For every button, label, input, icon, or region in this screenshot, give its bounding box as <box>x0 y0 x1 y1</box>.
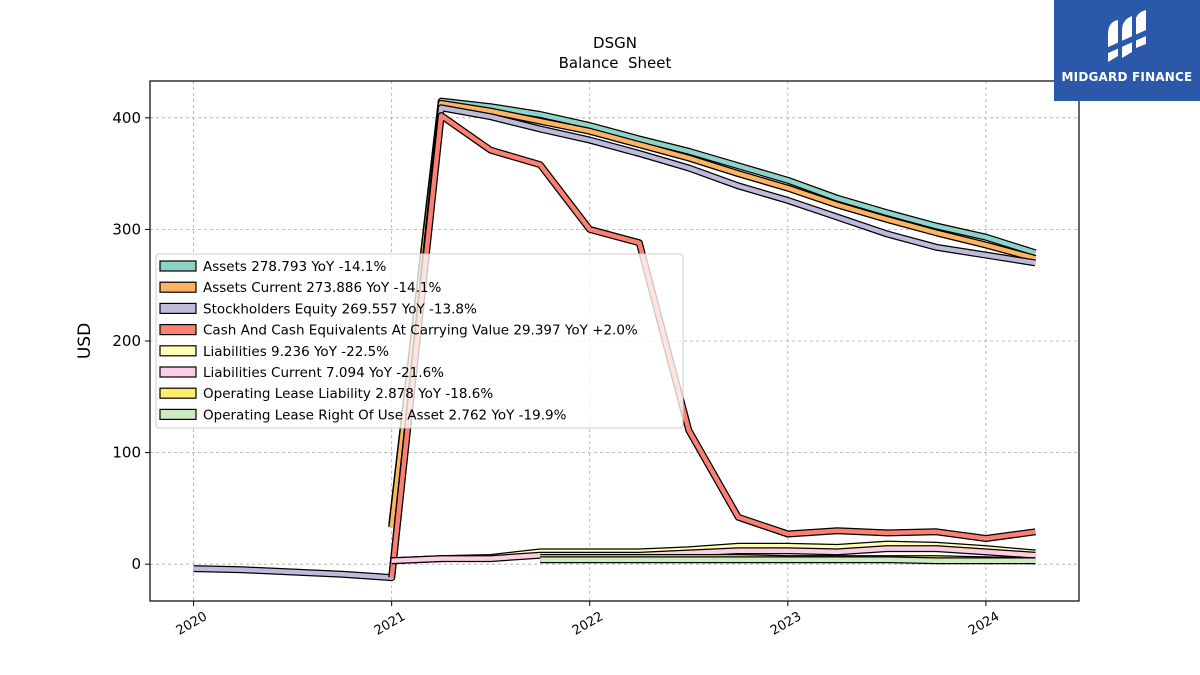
legend-swatch <box>159 408 197 420</box>
legend-entry: Stockholders Equity 269.557 YoY -13.8% <box>203 301 477 317</box>
legend-swatch <box>159 366 197 378</box>
y-tick-label: 100 <box>112 444 141 462</box>
series-assets <box>388 97 1037 526</box>
series-liabilities-current <box>391 545 1036 565</box>
series-layer <box>193 97 1037 582</box>
y-tick-label: 200 <box>112 332 141 350</box>
plot-frame <box>149 80 1080 602</box>
y-axis-label: USD <box>75 323 95 359</box>
legend-entry: Assets Current 273.886 YoY -14.1% <box>203 280 442 296</box>
series-line <box>391 546 1036 564</box>
legend-entry: Cash And Cash Equivalents At Carrying Va… <box>203 323 638 339</box>
series-operating-lease-right-of-use-asset <box>540 556 1036 565</box>
legend-swatch <box>159 302 197 314</box>
legend-swatch <box>159 345 197 357</box>
series-line <box>540 557 1036 564</box>
series-line <box>389 98 1037 526</box>
legend-swatch <box>159 260 197 272</box>
x-tick-label: 2024 <box>966 609 1002 639</box>
series-line <box>389 113 1036 578</box>
y-tick-label: 0 <box>131 555 141 573</box>
brand-name: MIDGARD FINANCE <box>1061 70 1193 84</box>
series-assets-current <box>388 99 1037 528</box>
legend: Assets 278.793 YoY -14.1% Assets Current … <box>155 253 684 429</box>
x-tick-label: 2020 <box>174 609 210 639</box>
x-tick-label: 2022 <box>570 609 606 639</box>
legend-entry: Operating Lease Right Of Use Asset 2.762… <box>203 407 567 423</box>
legend-swatch <box>159 324 197 336</box>
series-line <box>389 101 1036 528</box>
y-tick-label: 300 <box>112 220 141 238</box>
brand-logo: MIDGARD FINANCE <box>1054 0 1200 101</box>
brand-mark-icon <box>1106 10 1146 62</box>
legend-entry: Liabilities Current 7.094 YoY -21.6% <box>203 365 444 381</box>
legend-box <box>155 253 684 429</box>
legend-swatch <box>159 281 197 293</box>
x-tick-label: 2021 <box>372 609 408 639</box>
series-line <box>193 105 1036 580</box>
legend-entry: Assets 278.793 YoY -14.1% <box>203 259 387 275</box>
series-stockholders-equity <box>193 104 1036 582</box>
y-tick-label: 400 <box>112 109 141 127</box>
legend-entry: Operating Lease Liability 2.878 YoY -18.… <box>203 386 493 402</box>
chart-title: DSGN <box>593 34 637 52</box>
legend-swatch <box>159 387 197 399</box>
chart-subtitle: Balance Sheet <box>559 54 672 72</box>
series-cash-and-cash-equivalents-at-carrying-value <box>388 112 1036 578</box>
x-tick-label: 2023 <box>768 609 804 639</box>
legend-entry: Liabilities 9.236 YoY -22.5% <box>203 344 389 360</box>
